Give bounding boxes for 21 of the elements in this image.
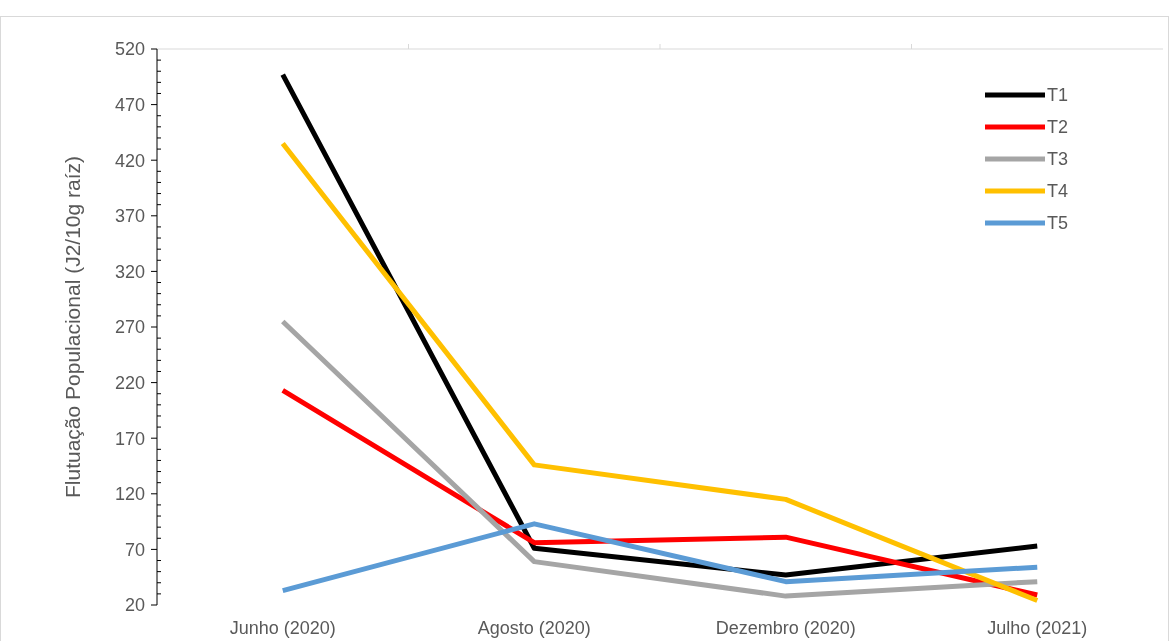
y-tick-label: 220 bbox=[114, 372, 145, 393]
y-tick-label: 20 bbox=[124, 595, 145, 616]
y-tick-label: 470 bbox=[114, 94, 145, 115]
x-tick-label: Julho (2021) bbox=[987, 618, 1088, 638]
legend-label: T1 bbox=[1047, 85, 1069, 106]
y-tick-label: 370 bbox=[114, 206, 145, 227]
y-tick-label: 120 bbox=[114, 484, 145, 505]
y-tick-label: 70 bbox=[124, 539, 145, 560]
legend-label: T5 bbox=[1047, 213, 1069, 234]
legend-label: T4 bbox=[1047, 181, 1069, 202]
x-tick-label: Junho (2020) bbox=[229, 618, 336, 638]
y-tick-label: 420 bbox=[114, 150, 145, 171]
legend-label: T3 bbox=[1047, 149, 1069, 170]
y-tick-label: 170 bbox=[114, 428, 145, 449]
legend-label: T2 bbox=[1047, 117, 1069, 138]
y-tick-label: 320 bbox=[114, 261, 145, 282]
y-tick-label: 520 bbox=[114, 39, 145, 60]
y-tick-label: 270 bbox=[114, 317, 145, 338]
x-tick-label: Dezembro (2020) bbox=[715, 618, 856, 638]
y-axis-title: Flutuação Populacional (J2/10g raíz) bbox=[61, 155, 84, 499]
x-tick-label: Agosto (2020) bbox=[477, 618, 591, 638]
